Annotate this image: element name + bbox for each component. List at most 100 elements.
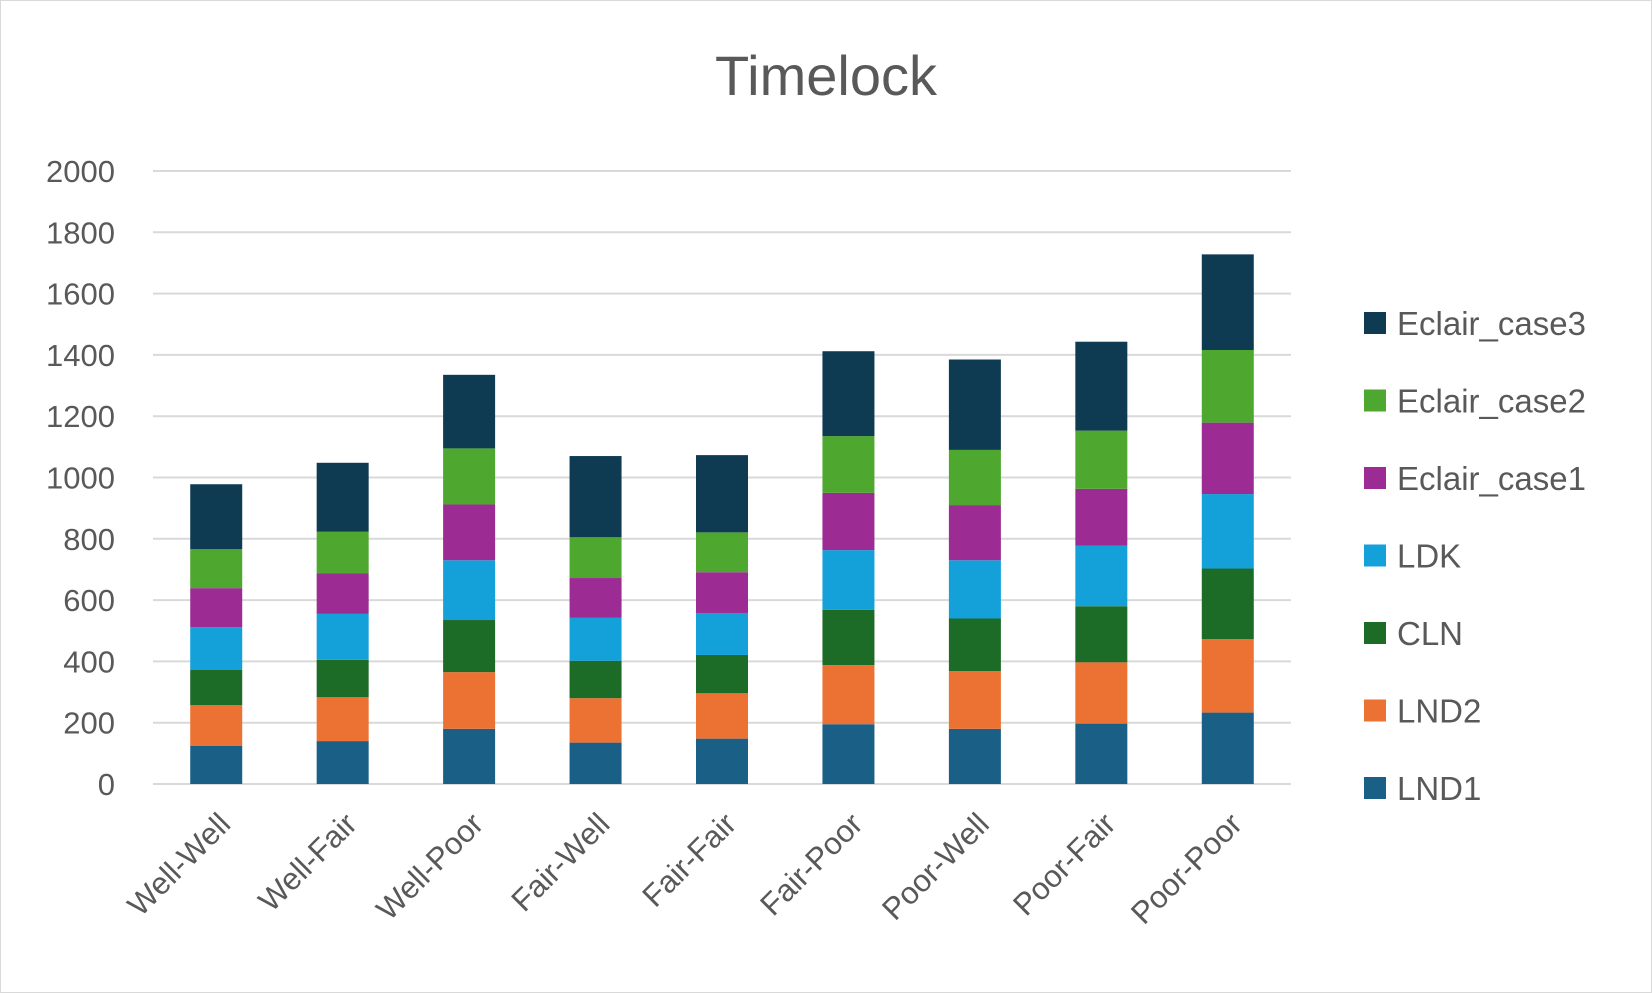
bar-segment (190, 669, 243, 706)
bar-segment (316, 659, 369, 698)
legend-item: LDK (1364, 538, 1461, 575)
bar-segment (190, 745, 243, 784)
y-tick-label: 1600 (46, 277, 115, 312)
legend-label: Eclair_case1 (1397, 460, 1586, 497)
legend-swatch (1364, 544, 1386, 567)
bar-segment (948, 728, 1001, 784)
bar-segment (443, 374, 496, 449)
legend-item: Eclair_case3 (1364, 305, 1586, 342)
bar-segment (696, 693, 748, 739)
x-category-label: Fair-Poor (753, 806, 869, 922)
x-axis-category-labels: Well-Well Well-Fair Well-Poor Fair-Well Fair… (121, 806, 1249, 931)
bar-segment (569, 698, 622, 743)
x-category-label: Fair-Well (504, 806, 616, 918)
bar-segment (822, 550, 875, 610)
legend-item: CLN (1364, 615, 1463, 652)
bar-segment (1201, 422, 1254, 495)
chart-title: Timelock (715, 44, 938, 107)
bar-stack (1201, 254, 1254, 784)
legend-swatch (1364, 312, 1386, 334)
y-tick-label: 1800 (46, 215, 115, 250)
bar-stack (696, 455, 748, 784)
y-tick-label: 200 (63, 706, 115, 741)
bar-segment (569, 617, 622, 661)
bar-segment (1075, 430, 1128, 489)
bar-segment (948, 618, 1001, 672)
bar-segment (696, 572, 748, 613)
bar-segment (569, 578, 622, 618)
legend-label: LDK (1397, 538, 1461, 575)
y-tick-label: 2000 (46, 154, 115, 189)
bar-segment (1201, 494, 1254, 569)
bar-segment (316, 697, 369, 742)
bar-stack (316, 462, 369, 784)
legend-label: CLN (1397, 615, 1463, 652)
bar-segment (443, 560, 496, 621)
legend: Eclair_case3 Eclair_case2 Eclair_case1 LDK C… (1364, 305, 1586, 807)
bar-segment (822, 492, 875, 551)
bar-segment (1201, 712, 1254, 784)
y-tick-label: 400 (63, 644, 115, 679)
bar-segment (443, 620, 496, 673)
bar-segment (1075, 545, 1128, 607)
bar-segment (822, 665, 875, 725)
bar-segment (316, 741, 369, 784)
bar-segment (1075, 723, 1128, 784)
bar-stack (569, 456, 622, 784)
legend-swatch (1364, 622, 1386, 644)
bar-segment (569, 742, 622, 784)
legend-swatch (1364, 777, 1386, 799)
y-axis-tick-labels: 0 200 400 600 800 1000 1200 1400 1600 1800 2000 (46, 154, 115, 802)
bar-segment (569, 456, 622, 538)
bar-segment (1075, 341, 1128, 431)
bar-segment (1201, 254, 1254, 350)
bar-segment (443, 448, 496, 505)
y-tick-label: 600 (63, 583, 115, 618)
bar-segment (569, 660, 622, 699)
legend-label: Eclair_case3 (1397, 305, 1586, 342)
legend-item: Eclair_case2 (1364, 383, 1586, 420)
y-tick-label: 1200 (46, 399, 115, 434)
bar-segment (190, 484, 243, 550)
bar-segment (696, 532, 748, 573)
bar-segment (443, 728, 496, 784)
bar-segment (948, 359, 1001, 450)
bar-stack (1075, 341, 1128, 784)
bar-segment (696, 455, 748, 533)
legend-label: Eclair_case2 (1397, 383, 1586, 420)
bar-stack (190, 484, 243, 784)
bar-segment (1075, 606, 1128, 663)
bar-segment (948, 560, 1001, 619)
y-tick-label: 1000 (46, 461, 115, 496)
bar-stack (822, 351, 875, 784)
x-category-label: Well-Poor (369, 806, 490, 927)
legend-label: LND2 (1397, 693, 1481, 730)
bar-segment (443, 504, 496, 561)
y-tick-label: 1400 (46, 338, 115, 373)
x-category-label: Poor-Poor (1124, 806, 1249, 931)
bar-segment (316, 613, 369, 660)
y-tick-label: 0 (98, 767, 115, 802)
bar-segment (190, 549, 243, 589)
bar-segment (190, 627, 243, 670)
legend-item: Eclair_case1 (1364, 460, 1586, 497)
bar-segment (696, 612, 748, 655)
bar-segment (696, 738, 748, 784)
legend-item: LND1 (1364, 770, 1481, 807)
legend-swatch (1364, 699, 1386, 722)
bar-segment (190, 588, 243, 628)
legend-swatch (1364, 389, 1386, 412)
bars (190, 254, 1254, 784)
bar-segment (948, 505, 1001, 561)
y-tick-label: 800 (63, 522, 115, 557)
x-category-label: Poor-Fair (1006, 806, 1122, 922)
legend-item: LND2 (1364, 693, 1481, 730)
bar-segment (316, 462, 369, 532)
bar-segment (822, 436, 875, 493)
bar-segment (443, 672, 496, 729)
bar-segment (822, 609, 875, 666)
x-category-label: Well-Fair (252, 806, 364, 918)
bar-segment (1201, 349, 1254, 423)
